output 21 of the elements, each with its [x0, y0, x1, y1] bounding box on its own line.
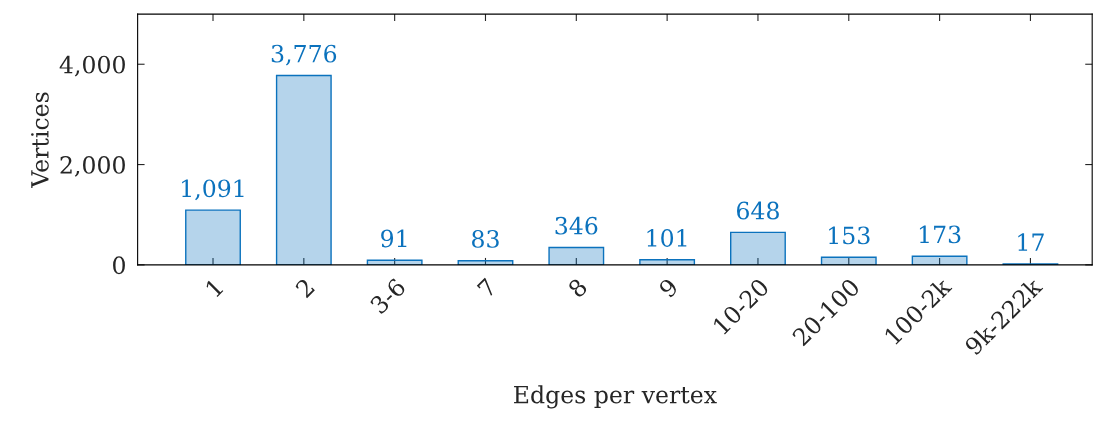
data-label: 83 — [472, 229, 499, 248]
x-tick-label: 3-6 — [369, 277, 407, 315]
data-label: 17 — [1018, 233, 1044, 251]
data-label: 173 — [919, 225, 961, 244]
data-label: 153 — [829, 226, 870, 245]
data-label: 101 — [647, 229, 687, 247]
x-tick-label: 8 — [567, 277, 589, 299]
x-tick-label: 7 — [476, 277, 497, 298]
data-label: 91 — [381, 229, 407, 248]
y-tick-label: 2,000 — [60, 156, 125, 177]
x-tick-label: 2 — [294, 277, 315, 299]
y-tick-label: 0 — [113, 256, 125, 275]
data-label: 648 — [737, 201, 779, 220]
data-label: 1,091 — [182, 179, 244, 201]
x-tick-label: 1 — [204, 278, 224, 298]
data-label: 346 — [555, 216, 598, 235]
x-tick-label: 9 — [657, 277, 679, 299]
y-tick-label: 4,000 — [59, 55, 125, 77]
y-axis-title: Vertices — [31, 92, 49, 188]
x-axis-title: Edges per vertex — [514, 385, 717, 409]
data-label: 3,776 — [271, 44, 337, 66]
